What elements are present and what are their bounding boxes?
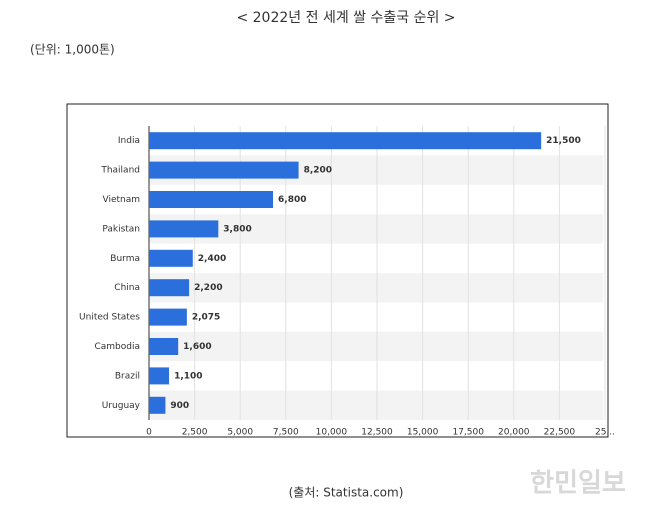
x-tick-label: 10,000 [316, 428, 348, 438]
value-label: 21,500 [546, 136, 581, 146]
y-tick-label: Uruguay [102, 401, 141, 411]
bar [149, 367, 170, 385]
y-tick-label: China [114, 283, 140, 293]
y-tick-label: Cambodia [94, 342, 140, 352]
bar [149, 338, 179, 355]
x-tick-label: 0 [146, 428, 152, 438]
bar [149, 220, 219, 238]
value-label: 6,800 [278, 195, 306, 205]
bar [149, 308, 187, 326]
bar [149, 249, 193, 267]
row-stripe [149, 273, 603, 303]
y-tick-label: United States [79, 313, 140, 323]
x-tick-label: 17,500 [452, 428, 484, 438]
row-stripe [149, 331, 603, 362]
value-label: 8,200 [304, 166, 332, 176]
x-tick-label: 25... [595, 428, 615, 438]
bar [149, 132, 542, 150]
source: (출처: Statista.com) [289, 486, 404, 500]
value-label: 2,400 [198, 254, 226, 264]
x-tick-label: 15,000 [407, 428, 439, 438]
value-label: 3,800 [223, 224, 251, 234]
plot: 0 2,500 5,000 7,500 10,000 12,500 15,000 17,500… [79, 126, 615, 438]
x-tick-label: 22,500 [544, 428, 576, 438]
x-tick-label: 7,500 [273, 428, 299, 438]
x-tick-label: 5,000 [227, 428, 253, 438]
row-stripe [149, 214, 603, 244]
bar [149, 279, 190, 297]
value-label: 900 [170, 401, 189, 411]
unit-note: (단위: 1,000톤) [30, 43, 115, 57]
watermark: 한민일보 [530, 469, 626, 499]
row-stripe [149, 390, 603, 420]
y-tick-label: Pakistan [102, 224, 140, 234]
value-label: 1,100 [174, 371, 202, 381]
value-label: 1,600 [183, 342, 211, 352]
y-tick-label: Burma [110, 254, 140, 264]
bar [149, 191, 274, 208]
x-tick-label: 12,500 [361, 428, 393, 438]
chart-frame [66, 103, 609, 438]
x-tick-label: 2,500 [182, 428, 208, 438]
value-label: 2,200 [194, 283, 222, 293]
y-tick-label: Brazil [115, 371, 140, 381]
x-tick-label: 20,000 [498, 428, 530, 438]
value-label: 2,075 [192, 313, 220, 323]
chart-title: < 2022년 전 세계 쌀 수출국 순위 > [236, 10, 455, 26]
bar [149, 396, 166, 414]
y-tick-label: Vietnam [102, 195, 140, 205]
bar [149, 161, 299, 179]
y-tick-label: Thailand [100, 166, 140, 176]
y-tick-label: India [118, 136, 140, 146]
